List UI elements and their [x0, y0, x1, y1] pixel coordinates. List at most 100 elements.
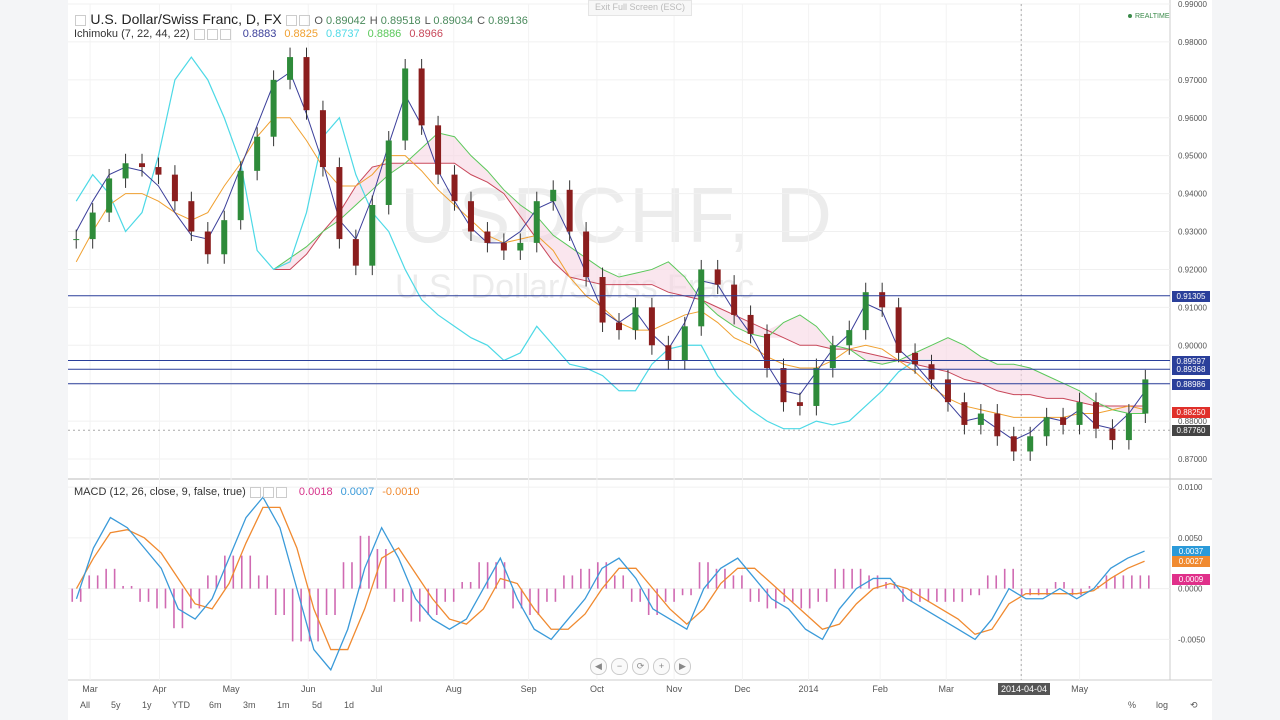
bottom-toolbar: All 5y 1y YTD 6m 3m 1m 5d 1d % log ⟲	[68, 697, 1210, 717]
settings-icon[interactable]	[286, 15, 298, 27]
current-price-tag: 0.87760	[1172, 425, 1210, 437]
percent-button[interactable]: %	[1128, 700, 1137, 710]
zoom-out-icon[interactable]: −	[611, 658, 628, 675]
time-tick-label: Apr	[152, 684, 166, 694]
candle-body	[1060, 417, 1067, 425]
candle-body	[1109, 428, 1116, 441]
range-button-5y[interactable]: 5y	[111, 700, 121, 710]
candle-body	[1125, 413, 1132, 441]
ichimoku-hide-icon[interactable]	[206, 28, 218, 40]
ichimoku-settings-icon[interactable]	[193, 28, 205, 40]
macd-tick-label: 0.0100	[1178, 483, 1203, 492]
range-button-1y[interactable]: 1y	[142, 700, 152, 710]
candle-body	[188, 201, 195, 232]
candle-body	[895, 307, 902, 353]
price-tick-label: 0.97000	[1178, 76, 1207, 85]
exit-fullscreen-button[interactable]: Exit Full Screen (ESC)	[588, 0, 693, 16]
candle-body	[402, 68, 409, 141]
macd-legend: MACD (12, 26, close, 9, false, true) 0.0…	[74, 486, 420, 498]
price-tick-label: 0.99000	[1178, 0, 1207, 9]
macd-hide-icon[interactable]	[262, 486, 274, 498]
price-tick-label: 0.87000	[1178, 455, 1207, 464]
log-button[interactable]: log	[1156, 700, 1169, 710]
ichimoku-label: Ichimoku (7, 22, 44, 22)	[74, 28, 190, 40]
price-tick-label: 0.96000	[1178, 114, 1207, 123]
time-tick-label: Sep	[521, 684, 537, 694]
candle-body	[780, 368, 787, 403]
ohlc-values: O 0.89042 H 0.89518 L 0.89034 C 0.89136	[314, 13, 531, 27]
candle-body	[451, 174, 458, 202]
range-button-1d[interactable]: 1d	[344, 700, 355, 710]
zoom-in-icon[interactable]: +	[653, 658, 670, 675]
candle-body	[632, 307, 639, 331]
time-tick-label: 2014	[799, 684, 819, 694]
macd-value-tag: 0.0027	[1172, 556, 1210, 568]
candle-body	[944, 379, 951, 403]
candle-body	[681, 326, 688, 361]
time-tick-label: Mar	[82, 684, 98, 694]
range-button-ytd[interactable]: YTD	[172, 700, 190, 710]
time-tick-label: Dec	[734, 684, 751, 694]
candle-body	[254, 136, 261, 171]
price-tick-label: 0.98000	[1178, 38, 1207, 47]
candle-body	[1092, 402, 1099, 429]
candle-body	[977, 413, 984, 425]
range-button-6m[interactable]: 6m	[209, 700, 222, 710]
symbol-icon	[75, 15, 86, 27]
ohlc-value: 0.89034	[433, 15, 474, 27]
auto-scale-icon[interactable]: ⟲	[1190, 700, 1198, 710]
candle-body	[1142, 379, 1149, 414]
macd-value: 0.0007	[340, 486, 375, 498]
ohlc-key: H	[369, 15, 381, 27]
price-tick-label: 0.94000	[1178, 190, 1207, 199]
macd-close-icon[interactable]	[275, 486, 287, 498]
candle-body	[583, 231, 590, 278]
time-tick-label: Jun	[301, 684, 316, 694]
candle-body	[122, 163, 129, 179]
level-price-tag: 0.88986	[1172, 378, 1210, 390]
candle-body	[237, 170, 244, 221]
ohlc-key: C	[477, 15, 489, 27]
senkou-span-a-line	[273, 132, 1146, 415]
price-tick-label: 0.92000	[1178, 265, 1207, 274]
range-button-1m[interactable]: 1m	[277, 700, 290, 710]
candle-body	[1043, 417, 1050, 437]
current-price-tag: 0.88250	[1172, 406, 1210, 418]
candle-body	[221, 220, 228, 255]
candle-body	[994, 413, 1001, 437]
ichimoku-cloud	[273, 132, 1146, 414]
candle-body	[879, 292, 886, 308]
candle-body	[928, 364, 935, 380]
candle-body	[533, 201, 540, 243]
candle-body	[1027, 436, 1034, 452]
ichimoku-values: 0.8883 0.8825 0.8737 0.8886 0.8966	[235, 28, 443, 40]
macd-settings-icon[interactable]	[249, 486, 261, 498]
scroll-right-icon[interactable]: ▶	[674, 658, 691, 675]
reset-icon[interactable]: ⟳	[632, 658, 649, 675]
candle-body	[714, 269, 721, 285]
range-button-3m[interactable]: 3m	[243, 700, 256, 710]
time-tick-label: Oct	[590, 684, 605, 694]
ichimoku-value: 0.8883	[242, 28, 277, 40]
symbol-title: U.S. Dollar/Swiss Franc, D, FX	[90, 11, 282, 27]
ichimoku-close-icon[interactable]	[219, 28, 231, 40]
hide-icon[interactable]	[299, 15, 311, 27]
candle-body	[698, 269, 705, 327]
ohlc-key: O	[314, 15, 327, 27]
time-tick-label: Nov	[666, 684, 683, 694]
macd-value-tag: 0.0037	[1172, 546, 1210, 558]
candle-body	[1076, 402, 1083, 425]
candle-body	[204, 231, 211, 255]
candle-body	[500, 242, 507, 251]
scroll-left-icon[interactable]: ◀	[590, 658, 607, 675]
candle-body	[813, 368, 820, 406]
candle-body	[961, 402, 968, 425]
range-button-5d[interactable]: 5d	[312, 700, 323, 710]
price-tick-label: 0.90000	[1178, 341, 1207, 350]
candle-body	[171, 174, 178, 202]
range-button-all[interactable]: All	[80, 700, 91, 710]
realtime-badge: REALTIME	[1128, 13, 1170, 20]
candle-body	[550, 189, 557, 202]
level-price-tag: 0.89368	[1172, 364, 1210, 376]
